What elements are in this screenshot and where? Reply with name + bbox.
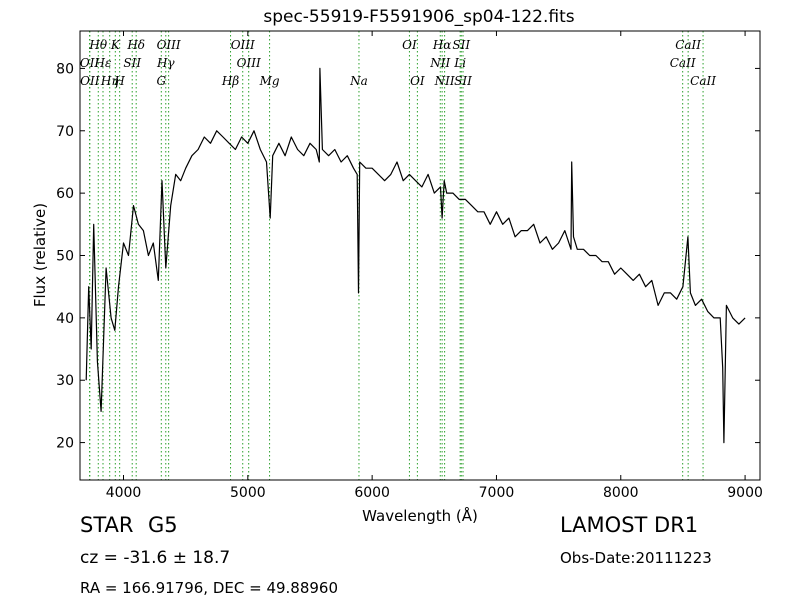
x-axis-label: Wavelength (Å) <box>362 506 478 525</box>
line-label: Hα <box>432 38 452 52</box>
object-class: STAR <box>80 513 134 537</box>
line-label: SII <box>454 74 472 88</box>
survey-name: LAMOST DR1 <box>560 513 699 537</box>
line-label: OI <box>402 38 417 52</box>
line-label: OII <box>80 56 100 70</box>
chart-title: spec-55919-F5591906_sp04-122.fits <box>263 7 574 27</box>
y-tick-label: 20 <box>56 436 74 452</box>
line-label: CaII <box>675 38 701 52</box>
line-label: NII <box>429 56 450 70</box>
redshift-cz: cz = -31.6 ± 18.7 <box>80 548 231 568</box>
y-tick-label: 60 <box>56 186 74 202</box>
object-subclass: G5 <box>148 513 178 537</box>
line-label: Li <box>453 56 466 70</box>
line-label: Hβ <box>221 74 239 88</box>
y-tick-label: 70 <box>56 124 74 140</box>
spectrum-series-line <box>85 67 746 444</box>
line-label: Hδ <box>126 38 145 52</box>
line-label: Hη <box>100 74 119 88</box>
y-tick-label: 80 <box>56 61 74 77</box>
x-tick-label: 5000 <box>230 485 266 501</box>
y-axis: 20 30 40 50 60 70 80 <box>56 61 760 452</box>
line-label: H <box>113 74 125 88</box>
x-tick-label: 4000 <box>106 485 142 501</box>
y-tick-label: 30 <box>56 373 74 389</box>
observation-date: Obs-Date:20111223 <box>560 549 712 567</box>
line-label: G <box>157 74 167 88</box>
line-label: Na <box>349 74 368 88</box>
line-label: OI <box>410 74 425 88</box>
y-tick-label: 50 <box>56 249 74 265</box>
line-label: OII <box>80 74 100 88</box>
plot-area-frame <box>79 30 761 481</box>
x-tick-label: 6000 <box>354 485 390 501</box>
line-label: Hε <box>94 56 112 70</box>
x-tick-label: 8000 <box>603 485 639 501</box>
line-label: K <box>110 38 121 52</box>
line-label: Hθ <box>88 38 107 52</box>
line-label: Hγ <box>156 56 175 70</box>
line-label: CaII <box>670 56 696 70</box>
line-label: OIII <box>237 56 261 70</box>
x-tick-label: 9000 <box>727 485 763 501</box>
y-tick-label: 40 <box>56 311 74 327</box>
line-label: NII <box>434 74 455 88</box>
y-axis-label: Flux (relative) <box>31 203 49 307</box>
line-label: SII <box>452 38 470 52</box>
line-label: OIII <box>231 38 255 52</box>
line-label: CaII <box>690 74 716 88</box>
x-tick-label: 7000 <box>479 485 515 501</box>
line-label: Mg <box>259 74 280 88</box>
line-label: SII <box>123 56 141 70</box>
ra-dec-coordinates: RA = 166.91796, DEC = 49.88960 <box>80 579 339 597</box>
x-axis: 4000 5000 6000 7000 8000 9000 <box>106 31 763 501</box>
emission-lines <box>89 31 704 480</box>
line-label: OIII <box>157 38 181 52</box>
